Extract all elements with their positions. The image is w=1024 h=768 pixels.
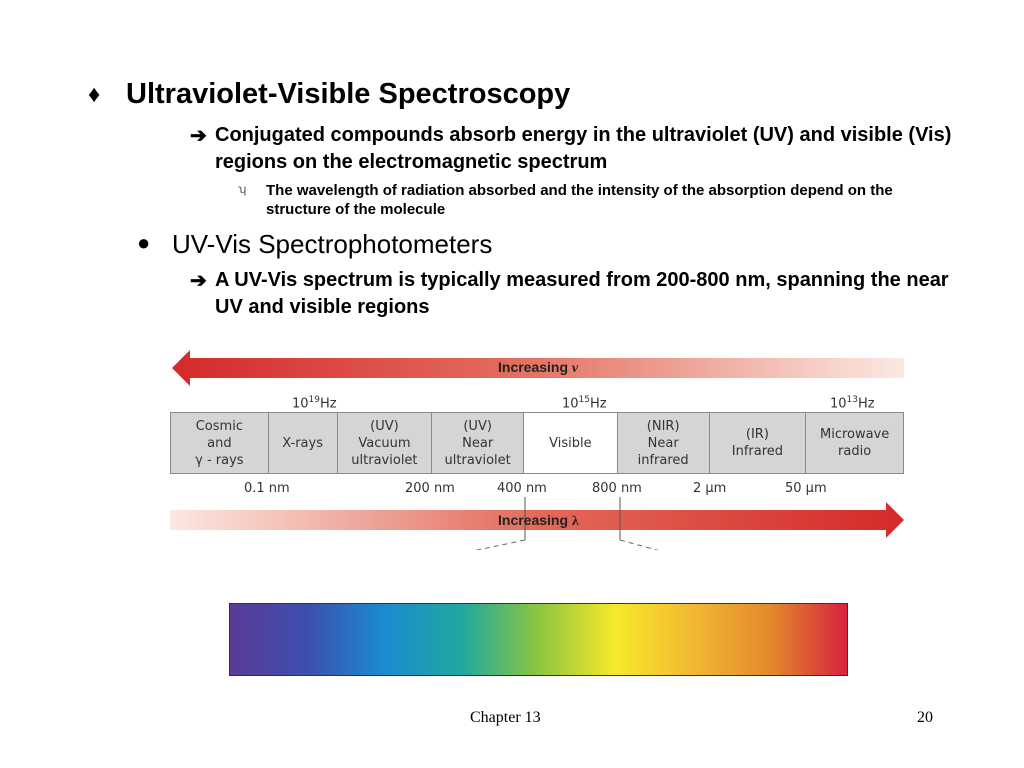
region-cell: (UV) Near ultraviolet [432, 413, 525, 473]
spectrum-region-table: Cosmic and γ - rays X-rays (UV) Vacuum u… [170, 412, 904, 474]
region-cell: (UV) Vacuum ultraviolet [338, 413, 433, 473]
round-bullet-icon: ● [137, 230, 151, 255]
top-arrow-label: Increasing ν [498, 359, 578, 377]
footer-page-number: 20 [917, 709, 933, 726]
wavelength-label: 0.1 nm [244, 481, 290, 496]
region-cell: Cosmic and γ - rays [171, 413, 269, 473]
spectrum-arrows [170, 350, 904, 550]
footer-chapter: Chapter 13 [470, 709, 541, 726]
region-cell: (IR) Infrared [710, 413, 807, 473]
arrow-bullet-icon: ➔ [190, 270, 207, 292]
sub-bullet-icon: ʮ [238, 182, 247, 196]
bottom-arrow-label: Increasing λ [498, 512, 579, 530]
subpoint-wavelength: The wavelength of radiation absorbed and… [266, 182, 893, 218]
top-arrow-text: Increasing [498, 359, 572, 375]
point-conjugated-compounds: Conjugated compounds absorb energy in th… [215, 124, 952, 173]
frequency-label: 1019Hz [292, 395, 337, 412]
lambda-symbol: λ [571, 514, 579, 529]
frequency-label: 1013Hz [830, 395, 875, 412]
diamond-bullet-icon: ♦ [88, 81, 101, 108]
nu-symbol: ν [571, 361, 579, 376]
point-uv-vis-range: A UV-Vis spectrum is typically measured … [215, 269, 949, 318]
region-cell: X-rays [269, 413, 338, 473]
increasing-frequency-arrow [172, 350, 904, 386]
heading-uv-vis-spectroscopy: Ultraviolet-Visible Spectroscopy [126, 78, 571, 110]
arrow-bullet-icon: ➔ [190, 125, 207, 147]
heading-spectrophotometers: UV-Vis Spectrophotometers [172, 229, 493, 259]
region-cell: Microwave radio [819, 427, 890, 459]
bottom-arrow-text: Increasing [498, 512, 572, 528]
wavelength-label: 2 μm [693, 481, 727, 496]
wavelength-label: 800 nm [592, 481, 642, 496]
wavelength-label: 400 nm [497, 481, 547, 496]
frequency-label: 1015Hz [562, 395, 607, 412]
visible-spectrum-bar [229, 603, 848, 676]
increasing-wavelength-arrow [170, 502, 904, 538]
region-cell: (NIR) Near infrared [618, 413, 710, 473]
wavelength-label: 200 nm [405, 481, 455, 496]
region-cell-visible: Visible [524, 413, 618, 473]
wavelength-label: 50 μm [785, 481, 827, 496]
